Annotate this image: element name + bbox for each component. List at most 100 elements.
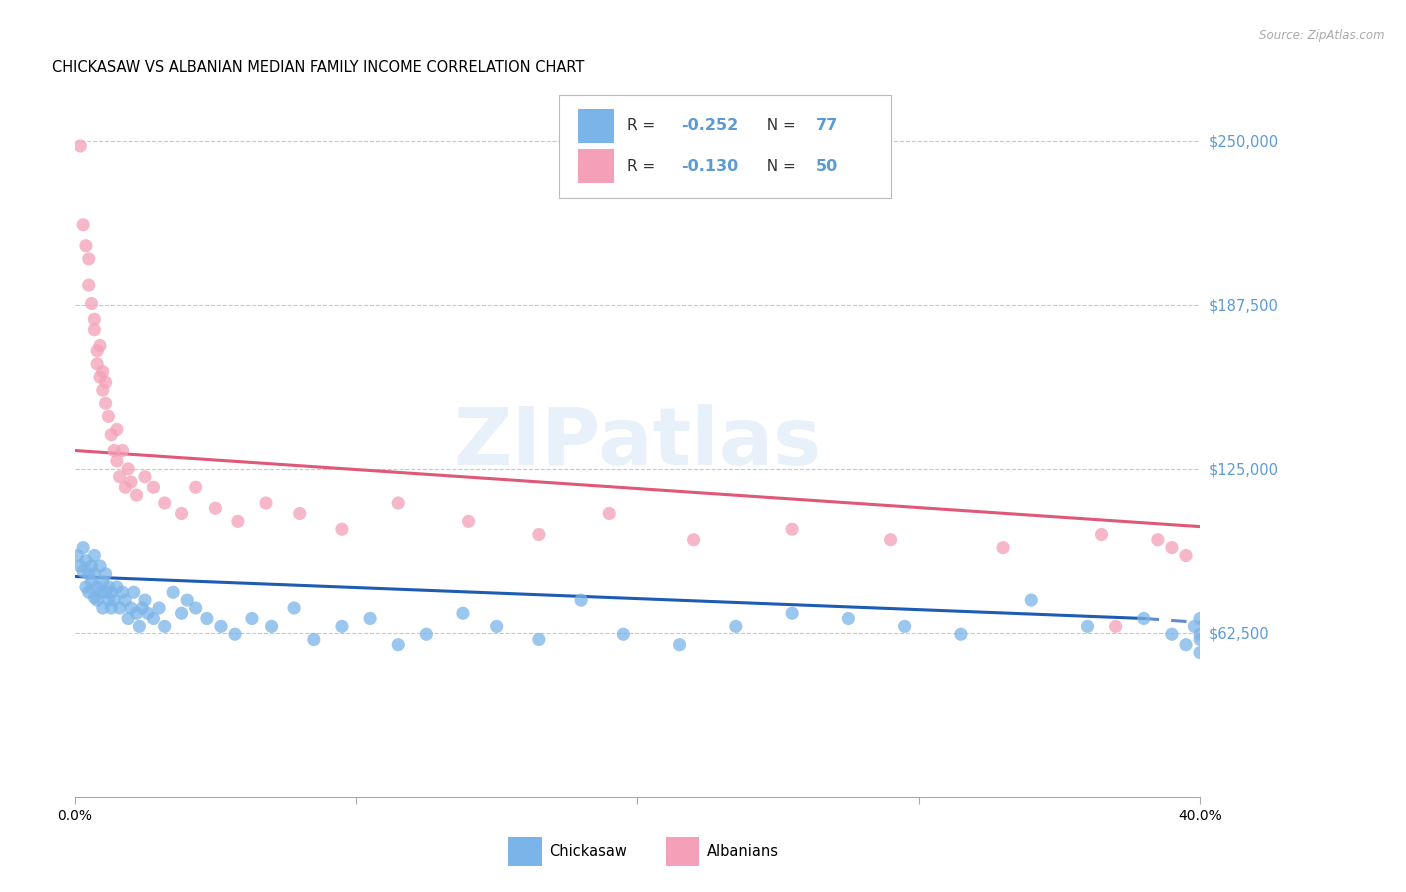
Point (105, 423, 128, 437)
Point (204, 501, 226, 516)
Point (1019, 593, 1042, 607)
Text: -0.130: -0.130 (682, 159, 738, 174)
Point (184, 601, 207, 615)
Point (128, 619, 150, 633)
Point (100, 585, 122, 599)
Point (1189, 646, 1212, 660)
Point (153, 496, 176, 510)
Point (103, 593, 125, 607)
Point (80, 296, 103, 310)
Point (108, 469, 131, 483)
Point (949, 627, 972, 641)
Point (184, 480, 207, 494)
Point (1133, 611, 1156, 625)
Point (120, 475, 142, 489)
Point (83, 549, 105, 563)
Point (780, 522, 803, 536)
Point (724, 619, 747, 633)
Point (86, 357, 108, 371)
Point (105, 454, 128, 468)
Point (80, 574, 103, 589)
Point (89, 559, 111, 574)
Point (125, 606, 148, 620)
Point (111, 443, 134, 458)
Point (527, 527, 550, 541)
Point (1189, 632, 1212, 647)
Point (86, 593, 108, 607)
Point (387, 496, 409, 510)
FancyBboxPatch shape (665, 838, 699, 866)
Point (1076, 619, 1098, 633)
Point (122, 585, 145, 599)
Point (105, 580, 128, 594)
Point (170, 507, 193, 521)
Point (457, 514, 479, 528)
Point (97, 580, 120, 594)
Point (142, 480, 165, 494)
Point (134, 593, 156, 607)
Point (148, 601, 170, 615)
Point (569, 593, 592, 607)
Point (780, 606, 803, 620)
Point (1104, 619, 1126, 633)
Point (72, 564, 94, 578)
Point (991, 541, 1014, 555)
Point (66, 549, 89, 563)
Point (69, 559, 91, 574)
Point (1184, 619, 1206, 633)
Point (893, 619, 915, 633)
Text: N =: N = (756, 159, 800, 174)
Point (80, 559, 103, 574)
Point (131, 601, 153, 615)
FancyBboxPatch shape (578, 109, 614, 143)
Point (254, 496, 277, 510)
Point (77, 566, 100, 581)
Point (170, 606, 193, 620)
Point (91, 601, 114, 615)
Point (83, 566, 105, 581)
Point (89, 338, 111, 352)
Point (283, 601, 305, 615)
Point (94, 585, 117, 599)
Text: Chickasaw: Chickasaw (550, 844, 627, 859)
Point (72, 541, 94, 555)
Point (94, 396, 117, 410)
Point (100, 427, 122, 442)
Text: Albanians: Albanians (707, 844, 779, 859)
Point (209, 619, 232, 633)
Point (1175, 549, 1198, 563)
Point (89, 370, 111, 384)
Point (359, 611, 381, 625)
Point (153, 619, 176, 633)
FancyBboxPatch shape (578, 149, 614, 183)
Point (224, 627, 246, 641)
Point (330, 522, 353, 536)
Point (451, 606, 474, 620)
Point (103, 443, 125, 458)
Point (69, 139, 91, 153)
Point (75, 580, 97, 594)
Point (120, 601, 142, 615)
Point (1090, 527, 1112, 541)
Text: R =: R = (627, 159, 661, 174)
Point (134, 469, 156, 483)
Text: ZIPatlas: ZIPatlas (453, 403, 821, 482)
Text: -0.252: -0.252 (682, 119, 738, 133)
Point (97, 593, 120, 607)
Point (837, 611, 859, 625)
Point (612, 627, 634, 641)
FancyBboxPatch shape (558, 95, 890, 198)
Point (83, 312, 105, 326)
Point (668, 638, 690, 652)
Point (142, 611, 165, 625)
Point (77, 278, 100, 293)
Point (91, 574, 114, 589)
Point (75, 554, 97, 568)
Point (75, 239, 97, 253)
Point (1161, 541, 1184, 555)
Point (91, 365, 114, 379)
Point (117, 462, 139, 476)
Point (77, 585, 100, 599)
Point (1189, 611, 1212, 625)
Point (97, 409, 120, 424)
